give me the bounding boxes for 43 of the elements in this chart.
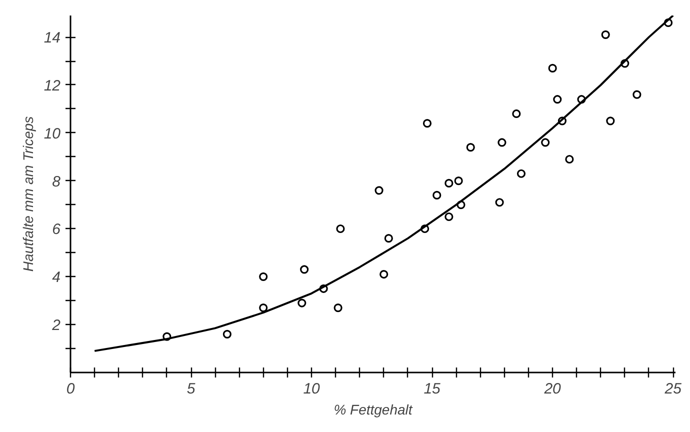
line-series <box>94 16 674 352</box>
y-tick-label: 2 <box>51 317 62 334</box>
x-tick-label: 10 <box>303 380 321 398</box>
point <box>553 95 562 104</box>
x-axis-title: % Fettgehalt <box>334 402 414 418</box>
point <box>516 169 526 178</box>
x-tick-label: 25 <box>664 380 682 398</box>
y-tick-label: 10 <box>44 125 62 142</box>
point <box>422 119 432 128</box>
point <box>432 190 442 200</box>
point <box>512 109 521 118</box>
point <box>259 304 268 312</box>
point <box>495 198 504 207</box>
point <box>222 330 232 338</box>
y-tick-label: 14 <box>44 30 61 47</box>
point <box>498 138 506 147</box>
point <box>384 234 393 243</box>
y-tick-label: 8 <box>52 173 62 190</box>
point <box>466 142 475 152</box>
point <box>334 304 342 312</box>
point <box>632 90 642 99</box>
point <box>454 176 463 186</box>
x-tick-label: 0 <box>66 380 76 398</box>
point <box>541 138 550 147</box>
point <box>298 298 306 308</box>
x-tick-label: 5 <box>186 380 196 398</box>
point <box>300 265 309 274</box>
x-tick-label: 15 <box>424 380 442 398</box>
point <box>259 272 268 281</box>
y-tick-label: 12 <box>44 77 62 94</box>
point <box>374 186 384 195</box>
point <box>444 178 454 188</box>
y-tick-label: 6 <box>52 221 62 238</box>
point <box>606 116 615 126</box>
point <box>380 270 388 279</box>
point <box>444 212 454 222</box>
point <box>565 154 574 164</box>
point <box>336 224 345 234</box>
y-axis-title: Hautfalte mm am Triceps <box>20 116 36 272</box>
point <box>548 64 557 73</box>
x-tick-label: 20 <box>543 380 562 398</box>
y-tick-label: 4 <box>52 269 60 286</box>
point <box>601 30 610 39</box>
